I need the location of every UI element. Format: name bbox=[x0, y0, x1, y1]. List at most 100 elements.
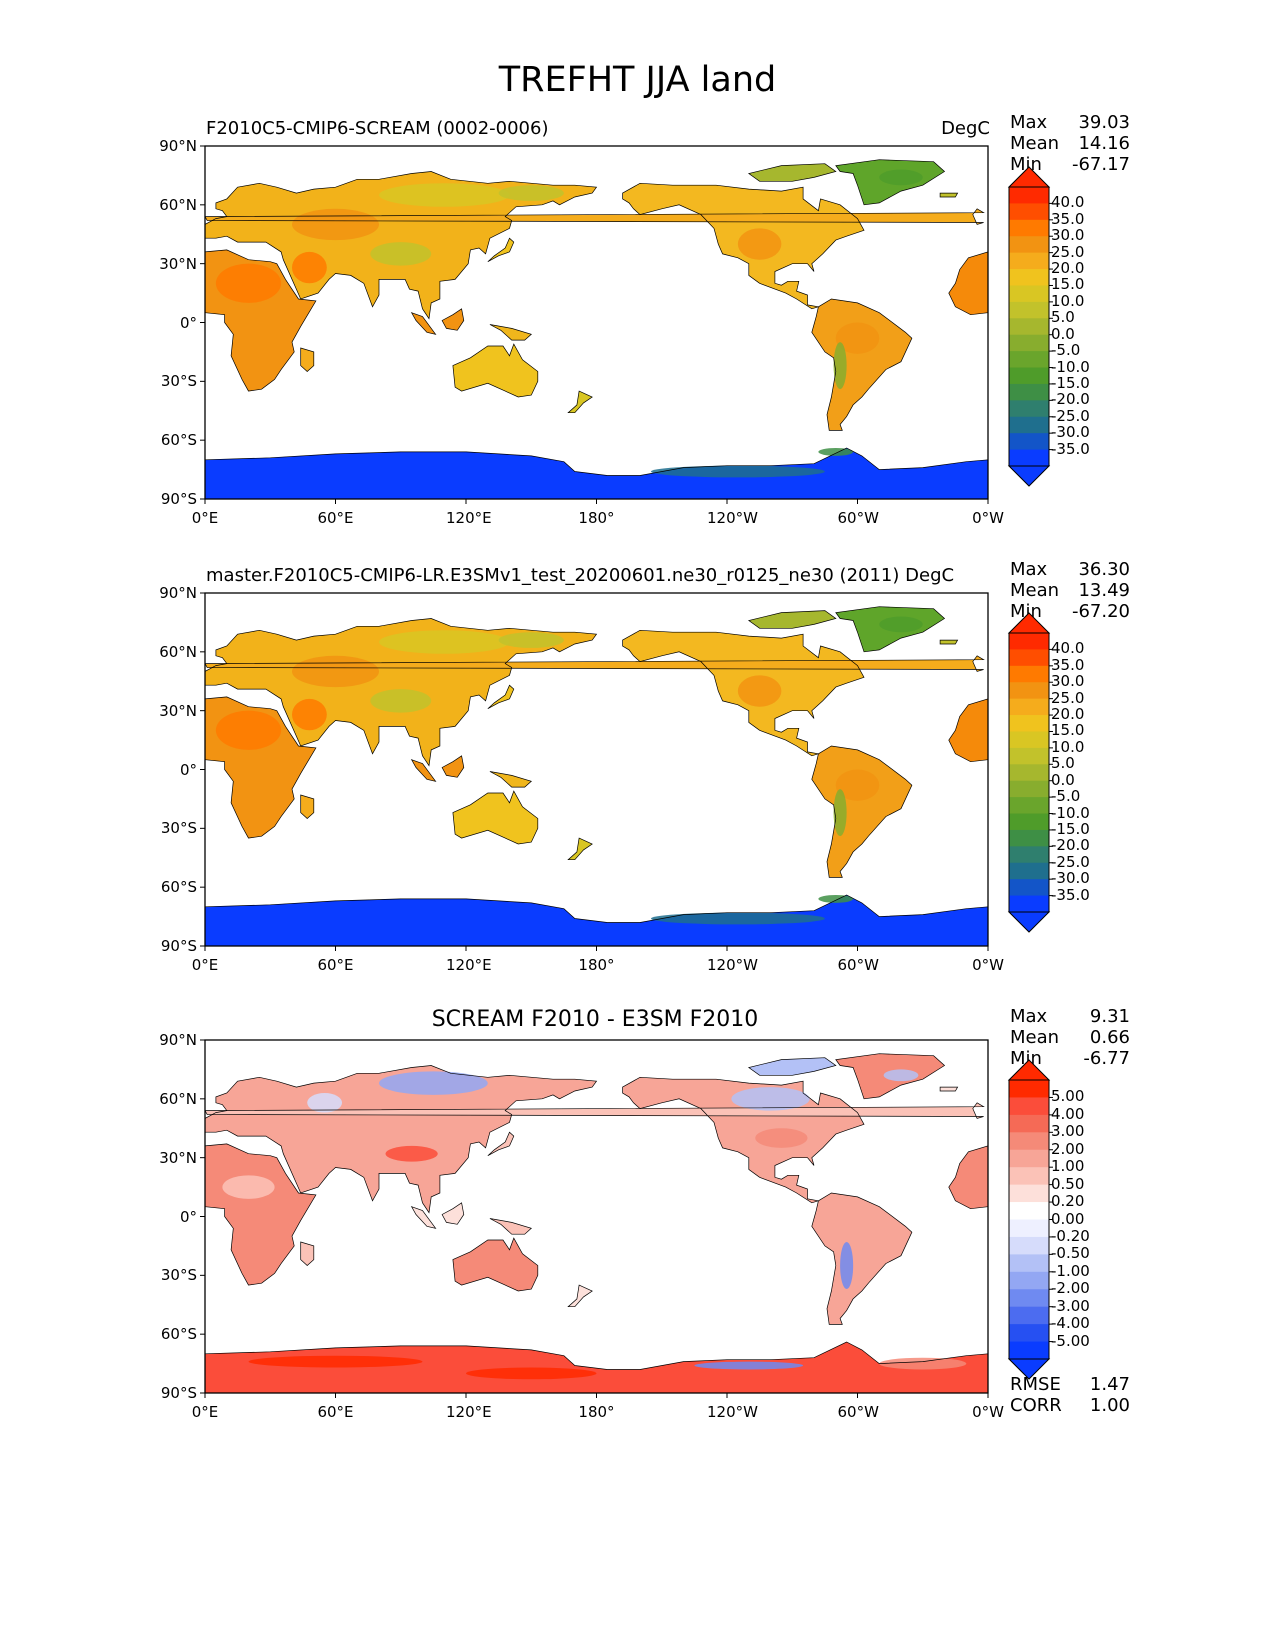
colorbar-segment bbox=[1009, 797, 1049, 815]
field-blob bbox=[379, 183, 510, 207]
colorbar-2 bbox=[1007, 612, 1053, 933]
coastline-britain bbox=[205, 655, 985, 672]
coastline-samerica bbox=[811, 1192, 913, 1325]
map-panel-3 bbox=[200, 1039, 989, 1398]
x-tick-label: 60°E bbox=[317, 1403, 354, 1421]
colorbar-segment bbox=[1009, 813, 1049, 831]
colorbar-segment bbox=[1009, 846, 1049, 864]
land-australia bbox=[452, 791, 538, 844]
colorbar-label: 30.0 bbox=[1051, 226, 1085, 245]
panel-1-stat-min-value: -67.17 bbox=[1071, 154, 1130, 175]
coastline-africa bbox=[205, 696, 317, 839]
y-tick-label: 60°S bbox=[160, 878, 197, 897]
colorbar-segment bbox=[1009, 715, 1049, 732]
coastlines bbox=[205, 606, 988, 946]
colorbar-segment bbox=[1009, 764, 1049, 782]
colorbar-segment bbox=[1009, 633, 1049, 650]
coastline-iceland bbox=[939, 1086, 959, 1092]
land-britain bbox=[205, 1102, 984, 1119]
coastline-arcticislands bbox=[747, 610, 837, 629]
y-tick-label: 30°S bbox=[160, 819, 197, 838]
field-blob bbox=[818, 448, 854, 456]
panel-1-stat-min-label: Min bbox=[1010, 154, 1042, 175]
colorbar-segment bbox=[1009, 1202, 1049, 1220]
y-tick-label: 90°N bbox=[159, 584, 197, 602]
colorbar-label: -0.50 bbox=[1051, 1244, 1090, 1263]
colorbar-label: 5.0 bbox=[1051, 754, 1075, 773]
colorbar-segment bbox=[1009, 252, 1049, 270]
coastline-namerica bbox=[622, 629, 865, 757]
coastline-australia bbox=[452, 343, 539, 398]
panel-3-title: SCREAM F2010 - E3SM F2010 bbox=[431, 1007, 759, 1032]
land-arcticislands bbox=[748, 1057, 836, 1076]
field-anomalies bbox=[215, 616, 923, 925]
field-blob bbox=[379, 1071, 488, 1095]
panel-1-stat-max-value: 39.03 bbox=[1078, 112, 1130, 133]
y-tick-label: 30°N bbox=[159, 701, 197, 720]
land-madagascar bbox=[300, 1242, 314, 1266]
y-tick-label: 30°S bbox=[160, 1266, 197, 1285]
y-tick-label: 90°S bbox=[160, 490, 197, 508]
coastline-arcticislands bbox=[747, 1057, 837, 1076]
land-africaW bbox=[948, 251, 988, 315]
colorbar-segment bbox=[1009, 665, 1049, 683]
colorbar-label: -3.00 bbox=[1051, 1296, 1090, 1315]
coastline-arcticislands bbox=[747, 163, 837, 182]
colorbar-extend-bottom bbox=[1007, 911, 1051, 933]
colorbar-label: 40.0 bbox=[1051, 193, 1085, 212]
land-madagascar bbox=[300, 795, 314, 819]
land-sumatra bbox=[411, 312, 436, 335]
colorbar-label: 10.0 bbox=[1051, 737, 1085, 756]
colorbar-1 bbox=[1007, 166, 1053, 487]
field-blob bbox=[215, 263, 282, 303]
x-tick-label: 60°W bbox=[837, 956, 879, 974]
y-tick-label: 90°S bbox=[160, 937, 197, 955]
colorbar-label: 30.0 bbox=[1051, 672, 1085, 691]
colorbar-label: -35.0 bbox=[1051, 885, 1090, 904]
colorbar-extend-bottom bbox=[1007, 1358, 1051, 1380]
panel-2-stat-mean-label: Mean bbox=[1010, 580, 1060, 601]
y-tick-label: 0° bbox=[179, 1207, 197, 1226]
x-tick-label: 120°W bbox=[707, 1403, 758, 1421]
colorbar-segment bbox=[1009, 400, 1049, 418]
panel-2-stat-min-value: -67.20 bbox=[1071, 601, 1130, 622]
colorbar-label: 15.0 bbox=[1051, 275, 1085, 294]
x-tick-label: 60°W bbox=[837, 1403, 879, 1421]
field-blob bbox=[379, 630, 510, 654]
colorbar-segment bbox=[1009, 433, 1049, 451]
x-tick-label: 0°E bbox=[191, 1403, 219, 1421]
colorbar-segment bbox=[1009, 269, 1049, 286]
panel-2-title-text: master.F2010C5-CMIP6-LR.E3SMv1_test_2020… bbox=[206, 565, 900, 586]
colorbar-label: 0.0 bbox=[1051, 324, 1075, 343]
field-blob bbox=[215, 710, 282, 750]
panel-3-stat-min-label: Min bbox=[1010, 1048, 1042, 1069]
colorbar-segment bbox=[1009, 1254, 1049, 1273]
y-tick-label: 30°N bbox=[159, 1148, 197, 1167]
coastlines bbox=[205, 159, 988, 499]
colorbar-segment bbox=[1009, 416, 1049, 434]
land-nz bbox=[568, 391, 593, 413]
y-tick-label: 90°N bbox=[159, 1031, 197, 1049]
field-anomalies bbox=[222, 1069, 967, 1380]
x-tick-label: 60°E bbox=[317, 509, 354, 527]
coastline-namerica bbox=[622, 182, 865, 310]
colorbar-label: 35.0 bbox=[1051, 209, 1085, 228]
field-blob bbox=[222, 1175, 275, 1199]
coastline-madagascar bbox=[300, 347, 315, 372]
y-tick-label: 60°S bbox=[160, 1325, 197, 1344]
coastline-newguinea bbox=[489, 324, 533, 341]
colorbar-label: -10.0 bbox=[1051, 803, 1090, 822]
field-blob bbox=[307, 1092, 343, 1113]
panel-1-stat-mean-label: Mean bbox=[1010, 133, 1060, 154]
field-blob bbox=[370, 242, 432, 266]
land-borneo bbox=[442, 755, 464, 778]
land-iceland bbox=[940, 1087, 958, 1091]
land-borneo bbox=[442, 1202, 464, 1225]
coastline-newguinea bbox=[489, 771, 533, 788]
field-blob bbox=[292, 251, 327, 284]
land-arcticislands bbox=[748, 610, 836, 629]
coastline-iceland bbox=[939, 192, 959, 198]
coastline-australia bbox=[452, 1237, 539, 1292]
colorbar-label: 1.00 bbox=[1051, 1157, 1085, 1176]
land-arcticislands bbox=[748, 163, 836, 182]
